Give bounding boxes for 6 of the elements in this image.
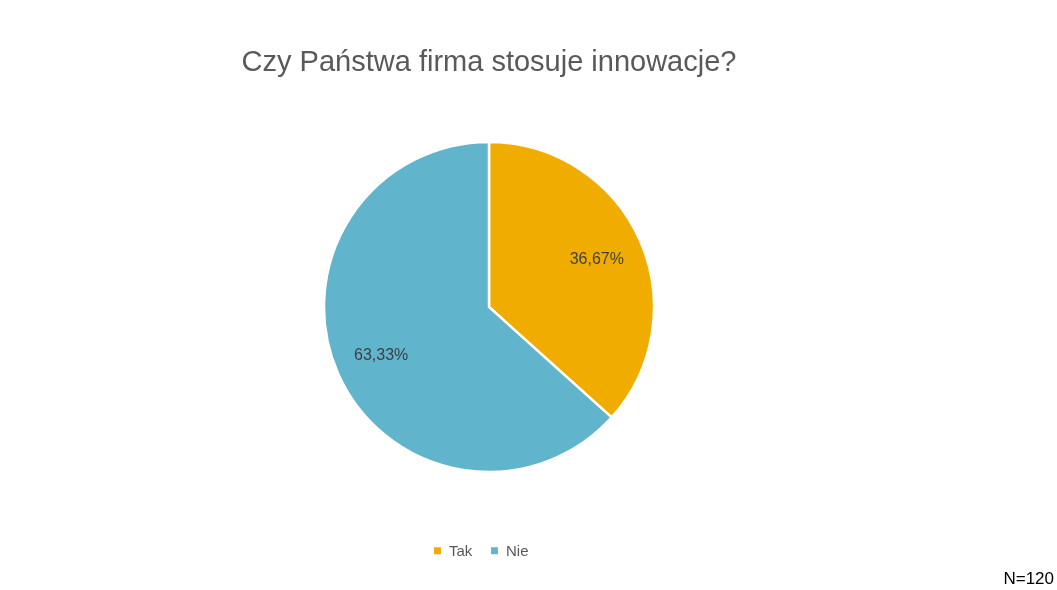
data-label: 36,67% <box>569 250 624 268</box>
data-label: 63,33% <box>354 345 409 363</box>
text: N=120 <box>1003 569 1054 588</box>
chart-title: Czy Państwa firma stosuje innowacje? <box>241 45 737 77</box>
legend-label: Nie <box>506 541 529 559</box>
legend-label: Tak <box>449 541 473 559</box>
